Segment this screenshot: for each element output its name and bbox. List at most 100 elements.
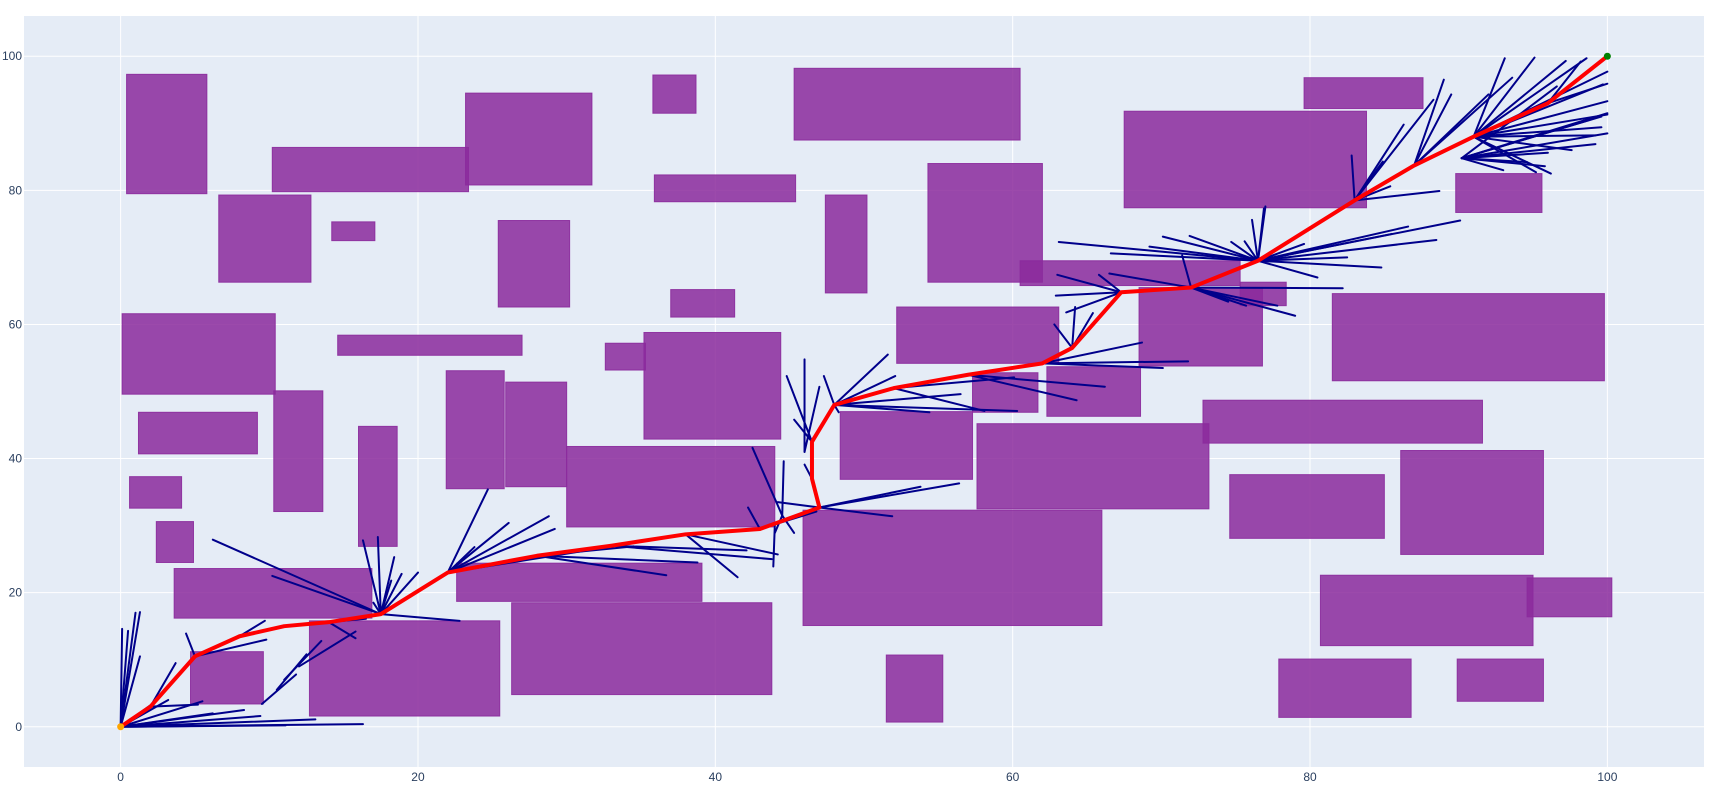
solution-path [118,54,1610,729]
y-tick-label: 60 [9,317,23,331]
tree-edge [1460,157,1546,168]
tree-edge [610,544,773,561]
tree-edge [446,515,550,574]
tree-edge [379,571,419,616]
tree-edge [1065,291,1123,314]
tree-edge [446,488,489,574]
tree-edge [1460,118,1591,160]
x-tick-label: 0 [117,770,124,784]
obstacle [271,146,470,193]
y-tick-label: 40 [9,452,23,466]
x-tick-label: 100 [1597,770,1617,784]
tree-edge [361,539,382,616]
tree-edge [1071,306,1077,349]
tree-edge [271,574,382,616]
tree-edge [1472,56,1536,138]
obstacle [976,423,1210,510]
obstacle [824,194,868,294]
tree-edge [776,501,821,509]
obstacle [331,221,376,242]
tree-edge [610,544,748,552]
tree-edge [1057,240,1259,262]
tree-edge [535,554,699,564]
tree-edge [1413,93,1453,167]
y-axis-ticks: 0 20 40 60 80 100 [2,49,22,734]
obstacle [652,74,697,114]
x-tick-label: 40 [709,770,723,784]
tree-edge [1256,259,1319,279]
tree-edge [1256,256,1349,262]
tree-edge [446,546,476,574]
tree-edge [211,538,382,616]
tree-edge [119,627,124,728]
obstacle [604,342,646,371]
tree-edge [967,373,1106,388]
obstacle [566,445,776,528]
tree-edge [684,533,739,579]
obstacle [121,313,276,395]
obstacle [1202,399,1483,444]
start-marker [117,723,125,731]
y-tick-label: 100 [2,49,22,63]
tree-edge [1148,245,1259,262]
tree-edge [1460,143,1597,160]
obstacle [885,654,944,723]
obstacle [218,194,312,283]
tree-edge [793,418,813,443]
obstacle [497,220,571,308]
tree-edge [1256,219,1462,262]
tree-edge [1256,259,1383,269]
tree-edge [772,524,776,568]
tree-edge [781,460,785,517]
tree-edge [185,632,196,658]
tree-edge [1460,132,1609,160]
obstacle [445,370,505,490]
tree-edge [1109,252,1259,262]
obstacle [1046,366,1142,417]
tree-edge [1256,205,1267,262]
obstacle [1455,173,1543,213]
tree-edge [379,613,461,622]
tree-edge [751,446,784,517]
tree-edge [1472,59,1567,138]
tree-edge [967,373,1078,402]
obstacle [308,620,501,717]
tree-edge [1190,286,1344,290]
tree-edge [785,375,813,443]
x-tick-label: 20 [411,770,425,784]
tree-edge [1353,190,1441,202]
obstacle [273,390,324,513]
y-tick-label: 0 [15,720,22,734]
tree-edge [1097,273,1123,294]
tree-edge [1181,254,1193,289]
tree-edge [1546,60,1582,105]
tree-edge [298,630,357,668]
tree-edge [803,385,821,453]
tree-edge [1413,76,1514,167]
tree-edge [446,521,510,574]
tree-edge [1230,240,1259,262]
obstacle [129,476,183,509]
obstacle [1400,450,1544,555]
obstacle [465,92,593,186]
obstacle [839,411,974,480]
tree-edge [818,506,894,518]
tree-edge [376,536,382,616]
tree-edge [1472,57,1588,138]
obstacle [155,521,194,563]
tree-edge [446,527,556,574]
obstacle [511,602,773,696]
obstacle [670,289,736,318]
tree-edge [1472,57,1506,138]
endpoint-markers [117,52,1611,731]
tree-edge [1161,235,1259,262]
tree-edge [119,611,141,728]
tree-edge [1054,291,1123,297]
obstacle [337,334,523,356]
obstacle [1278,658,1412,718]
tree-edge [149,703,199,708]
tree-edge [283,639,323,681]
tree-edge [1041,362,1164,370]
